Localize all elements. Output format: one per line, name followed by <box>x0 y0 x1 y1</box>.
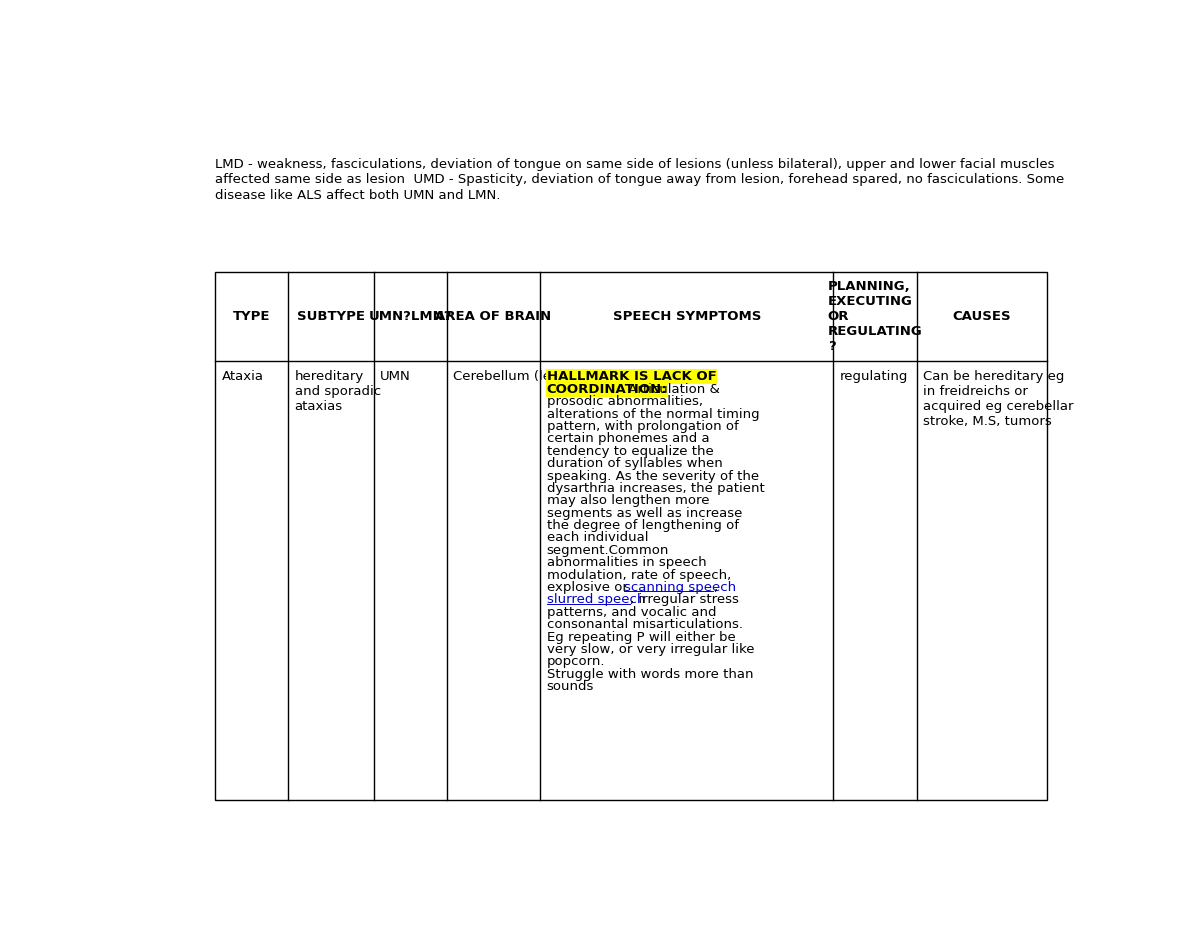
Text: segment.Common: segment.Common <box>547 544 668 557</box>
Text: TYPE: TYPE <box>233 310 270 323</box>
Text: ,: , <box>713 581 716 594</box>
Text: abnormalities in speech: abnormalities in speech <box>547 556 707 569</box>
Text: disease like ALS affect both UMN and LMN.: disease like ALS affect both UMN and LMN… <box>215 189 500 202</box>
Text: sounds: sounds <box>547 680 594 693</box>
Text: very slow, or very irregular like: very slow, or very irregular like <box>547 643 754 656</box>
Text: speaking. As the severity of the: speaking. As the severity of the <box>547 469 758 483</box>
Text: consonantal misarticulations.: consonantal misarticulations. <box>547 618 743 631</box>
Text: Articulation &: Articulation & <box>624 383 720 396</box>
Text: patterns, and vocalic and: patterns, and vocalic and <box>547 606 716 619</box>
Text: Ataxia: Ataxia <box>222 371 264 384</box>
Text: dysarthria increases, the patient: dysarthria increases, the patient <box>547 482 764 495</box>
Text: , irregular stress: , irregular stress <box>630 593 738 606</box>
Text: HALLMARK IS LACK OF: HALLMARK IS LACK OF <box>547 371 716 384</box>
Text: the degree of lengthening of: the degree of lengthening of <box>547 519 739 532</box>
Text: SPEECH SYMPTOMS: SPEECH SYMPTOMS <box>612 310 761 323</box>
Text: may also lengthen more: may also lengthen more <box>547 494 709 507</box>
Text: regulating: regulating <box>840 371 908 384</box>
Text: tendency to equalize the: tendency to equalize the <box>547 445 713 458</box>
Text: CAUSES: CAUSES <box>953 310 1012 323</box>
Text: UMN: UMN <box>380 371 410 384</box>
Text: scanning speech: scanning speech <box>624 581 736 594</box>
Text: slurred speech: slurred speech <box>547 593 644 606</box>
Text: SUBTYPE: SUBTYPE <box>296 310 365 323</box>
Text: PLANNING,
EXECUTING
OR
REGULATING
?: PLANNING, EXECUTING OR REGULATING ? <box>828 280 923 353</box>
Text: explosive or: explosive or <box>547 581 631 594</box>
Text: alterations of the normal timing: alterations of the normal timing <box>547 408 760 421</box>
Text: each individual: each individual <box>547 531 648 544</box>
Text: COORDINATION:: COORDINATION: <box>547 383 667 396</box>
Text: pattern, with prolongation of: pattern, with prolongation of <box>547 420 738 433</box>
Text: UMN?LMN?: UMN?LMN? <box>368 310 452 323</box>
Bar <box>215 272 1048 800</box>
Text: Struggle with words more than: Struggle with words more than <box>547 667 754 680</box>
Text: affected same side as lesion  UMD - Spasticity, deviation of tongue away from le: affected same side as lesion UMD - Spast… <box>215 173 1064 186</box>
Text: Cerebellum (left): Cerebellum (left) <box>454 371 566 384</box>
Text: certain phonemes and a: certain phonemes and a <box>547 432 709 445</box>
Text: LMD - weakness, fasciculations, deviation of tongue on same side of lesions (unl: LMD - weakness, fasciculations, deviatio… <box>215 158 1055 171</box>
Text: AREA OF BRAIN: AREA OF BRAIN <box>436 310 552 323</box>
Text: modulation, rate of speech,: modulation, rate of speech, <box>547 568 731 581</box>
Text: Can be hereditary eg
in freidreichs or
acquired eg cerebellar
stroke, M.S, tumor: Can be hereditary eg in freidreichs or a… <box>923 371 1074 428</box>
Text: Eg repeating P will either be: Eg repeating P will either be <box>547 630 736 643</box>
Text: duration of syllables when: duration of syllables when <box>547 457 722 470</box>
Text: segments as well as increase: segments as well as increase <box>547 507 742 520</box>
Text: hereditary
and sporadic
ataxias: hereditary and sporadic ataxias <box>294 371 380 413</box>
Text: prosodic abnormalities,: prosodic abnormalities, <box>547 395 703 408</box>
Text: popcorn.: popcorn. <box>547 655 605 668</box>
